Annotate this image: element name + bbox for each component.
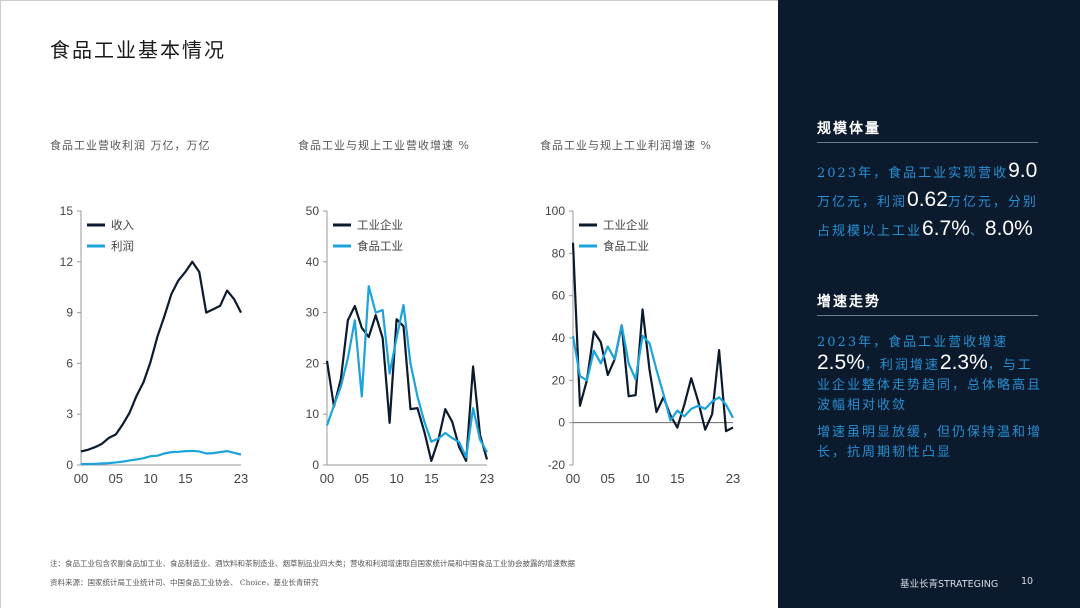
series-line-0: [571, 242, 734, 433]
section-heading-growth: 增速走势: [817, 294, 881, 310]
footnote: 注：食品工业包含农副食品加工业、食品制造业、酒饮料和茶制造业、烟草制品业四大类；…: [50, 559, 575, 568]
series-line-0: [80, 260, 242, 453]
source-note: 资料来源：国家统计局工业统计司、中国食品工业协会、 Choice，基业长青研究: [50, 578, 319, 587]
text: 万亿元，利润: [817, 195, 908, 210]
x-tick-label: 10: [143, 471, 157, 485]
y-tick-label: -20: [548, 458, 566, 472]
y-tick-label: 40: [552, 331, 566, 345]
series-line-1: [80, 449, 242, 466]
y-tick-label: 20: [552, 373, 566, 387]
series-line-1: [325, 285, 488, 459]
text: ，利润增速: [864, 358, 940, 373]
x-tick-label: 15: [424, 471, 438, 485]
text: 万亿元，分别占规模以上工业: [817, 195, 1038, 239]
y-tick-label: 10: [306, 407, 320, 421]
y-tick-label: 0: [312, 458, 319, 472]
x-tick-label: 05: [109, 471, 123, 485]
series-line-0: [325, 304, 489, 463]
profit-value: 0.62: [907, 188, 948, 211]
legend-label: 工业企业: [603, 218, 649, 232]
revenue-share: 6.7%: [922, 217, 970, 240]
growth-paragraph: 2023年，食品工业营收增速 2.5%，利润增速2.3%，与工业企业整体走势趋同，…: [817, 333, 1043, 416]
y-tick-label: 60: [552, 289, 566, 303]
chart-title-revenue-profit: 食品工业营收利润 万亿，万亿: [50, 139, 211, 152]
summary-panel: [778, 0, 1080, 608]
y-tick-label: 30: [306, 306, 320, 320]
page-title: 食品工业基本情况: [50, 38, 226, 62]
x-tick-label: 10: [389, 471, 403, 485]
x-tick-label: 05: [355, 471, 369, 485]
y-tick-label: 80: [552, 246, 566, 260]
y-tick-label: 20: [306, 356, 320, 370]
text: 、: [969, 224, 985, 239]
x-tick-label: 05: [601, 471, 615, 485]
y-tick-label: 9: [66, 306, 73, 320]
x-tick-label: 00: [74, 471, 88, 485]
y-tick-label: 50: [306, 204, 320, 218]
growth-conclusion: 增速虽明显放缓，但仍保持温和增长，抗周期韧性凸显: [817, 425, 1043, 460]
scale-paragraph: 2023年，食品工业实现营收9.0 万亿元，利润0.62万亿元，分别占规模以上工业…: [817, 158, 1043, 245]
y-tick-label: 12: [60, 255, 74, 269]
series-line-1: [571, 324, 734, 422]
y-tick-label: 0: [66, 458, 73, 472]
text: 2023年，食品工业营收增速: [817, 335, 1009, 350]
y-tick-label: 6: [66, 356, 73, 370]
y-tick-label: 0: [558, 416, 565, 430]
brand-footer: 基业长青STRATEGING: [900, 579, 999, 590]
text: ，与工业企业整体走势趋同，总体略高且波幅相对收敛: [817, 358, 1043, 413]
profit-growth-value: 2.3%: [939, 351, 988, 374]
x-tick-label: 23: [480, 471, 494, 485]
y-tick-label: 15: [60, 204, 74, 218]
legend-label: 食品工业: [603, 239, 649, 253]
y-tick-label: 3: [66, 407, 73, 421]
x-tick-label: 10: [635, 471, 649, 485]
profit-share: 8.0%: [984, 217, 1033, 240]
legend-label: 收入: [111, 218, 134, 232]
y-tick-label: 100: [545, 204, 565, 218]
x-tick-label: 23: [234, 471, 248, 485]
revenue-growth-value: 2.5%: [817, 351, 865, 374]
x-tick-label: 15: [178, 471, 192, 485]
content-area: [0, 0, 778, 608]
y-tick-label: 40: [306, 255, 320, 269]
divider: [817, 142, 1038, 143]
divider: [817, 315, 1038, 316]
legend-label: 利润: [111, 239, 134, 253]
x-tick-label: 23: [726, 471, 740, 485]
text: 2023年，食品工业实现营收: [817, 166, 1009, 181]
chart-title-profit-growth: 食品工业与规上工业利润增速 %: [540, 139, 712, 152]
x-tick-label: 00: [566, 471, 580, 485]
legend-label: 工业企业: [357, 218, 403, 232]
revenue-value: 9.0: [1008, 159, 1038, 182]
x-tick-label: 15: [670, 471, 684, 485]
x-tick-label: 00: [320, 471, 334, 485]
chart-title-revenue-growth: 食品工业与规上工业营收增速 %: [298, 139, 470, 152]
legend-label: 食品工业: [357, 239, 403, 253]
page-number: 10: [1021, 576, 1034, 587]
section-heading-scale: 规模体量: [817, 121, 881, 137]
